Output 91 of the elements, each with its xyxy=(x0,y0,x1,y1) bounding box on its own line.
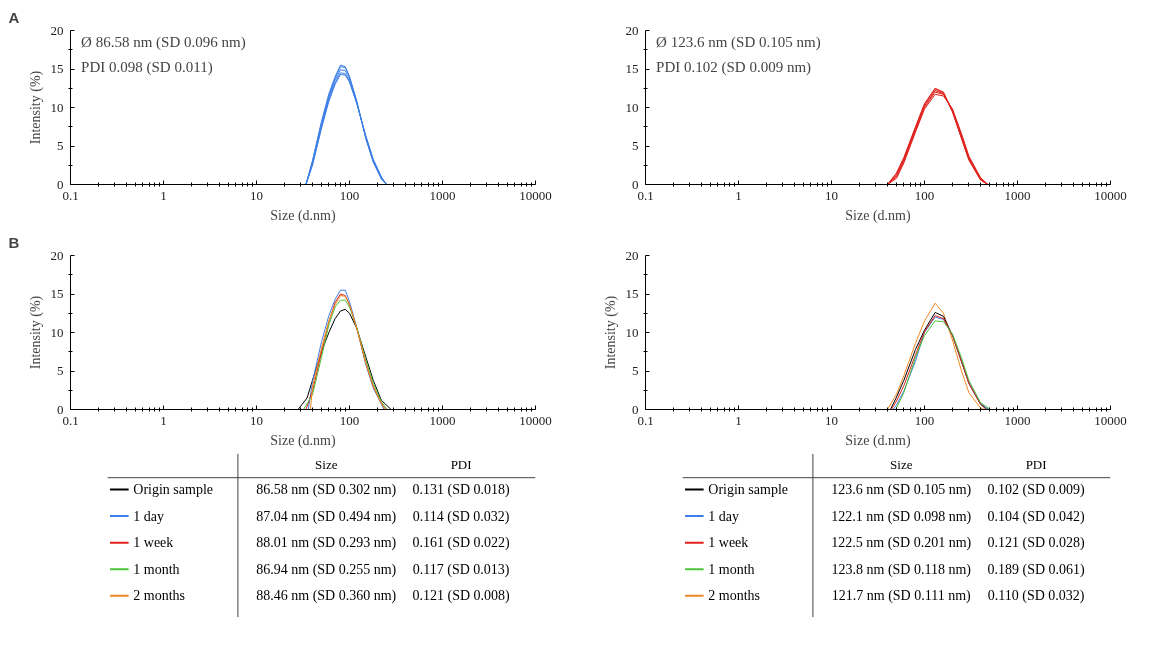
legend-label: Origin sample xyxy=(708,482,788,498)
text: 0.121 (SD 0.008) xyxy=(412,588,511,605)
text: 0.102 (SD 0.009) xyxy=(987,482,1086,499)
text: 123.6 nm (SD 0.105 nm) xyxy=(831,482,972,499)
y-tick-label: 15 xyxy=(50,286,64,301)
text: 0.110 (SD 0.032) xyxy=(987,588,1085,605)
x-tick-label: 1 xyxy=(735,187,742,203)
x-tick-label: 10 xyxy=(250,412,263,428)
legend-label: 1 week xyxy=(133,535,174,551)
text: Size xyxy=(890,456,913,472)
y-tick-label: 5 xyxy=(57,138,64,153)
x-axis-title: Size (d.nm) xyxy=(270,432,336,449)
x-axis-title: Size (d.nm) xyxy=(845,207,911,224)
text: PDI xyxy=(450,456,472,472)
x-tick-label: 10 xyxy=(825,187,838,203)
y-tick-label: 5 xyxy=(632,363,639,378)
y-tick-label: 0 xyxy=(57,401,64,417)
x-tick-label: 10000 xyxy=(1094,187,1127,203)
x-tick-label: 0.1 xyxy=(637,412,654,428)
text: 0.121 (SD 0.028) xyxy=(987,535,1086,552)
x-tick-label: 100 xyxy=(339,412,360,428)
y-tick-label: 10 xyxy=(50,99,64,115)
x-axis-title: Size (d.nm) xyxy=(845,432,911,449)
text: 0.104 (SD 0.042) xyxy=(987,508,1086,525)
x-tick-label: 10000 xyxy=(519,187,552,203)
text: PDI xyxy=(1025,456,1047,472)
legend-label: Origin sample xyxy=(133,482,213,498)
x-axis-title: Size (d.nm) xyxy=(270,207,336,224)
y-tick-label: 0 xyxy=(632,176,639,192)
y-tick-label: 20 xyxy=(50,22,64,38)
y-tick-label: 10 xyxy=(625,99,639,115)
x-tick-label: 1000 xyxy=(429,187,456,203)
legend-label: 2 months xyxy=(133,588,186,604)
x-tick-label: 10000 xyxy=(1094,412,1127,428)
x-tick-label: 1000 xyxy=(429,412,456,428)
chart-title: A xyxy=(8,8,20,26)
text: 122.1 nm (SD 0.098 nm) xyxy=(831,508,972,525)
text: 88.01 nm (SD 0.293 nm) xyxy=(256,535,397,552)
legend-label: 1 week xyxy=(708,535,749,551)
text: 0.131 (SD 0.018) xyxy=(412,482,511,499)
x-tick-label: 100 xyxy=(914,187,935,203)
text: 86.58 nm (SD 0.302 nm) xyxy=(256,482,397,499)
legend-label: 2 months xyxy=(708,588,761,604)
legend-label: 1 month xyxy=(133,561,180,577)
y-tick-label: 10 xyxy=(50,324,64,340)
y-tick-label: 5 xyxy=(632,138,639,153)
annotation: Ø 86.58 nm (SD 0.096 nm) xyxy=(81,34,246,52)
text: 0.114 (SD 0.032) xyxy=(412,508,510,525)
x-tick-label: 1 xyxy=(735,412,742,428)
x-tick-label: 10000 xyxy=(519,412,552,428)
legend-label: 1 day xyxy=(708,508,739,524)
x-tick-label: 1 xyxy=(160,187,167,203)
x-tick-label: 1000 xyxy=(1004,187,1031,203)
y-tick-label: 10 xyxy=(625,324,639,340)
text: 0.161 (SD 0.022) xyxy=(412,535,511,552)
y-tick-label: 15 xyxy=(625,286,639,301)
legend-label: 1 month xyxy=(708,561,755,577)
x-tick-label: 10 xyxy=(825,412,838,428)
text: 88.46 nm (SD 0.360 nm) xyxy=(256,588,397,605)
text: 86.94 nm (SD 0.255 nm) xyxy=(256,561,397,578)
y-tick-label: 15 xyxy=(625,61,639,76)
text: Size xyxy=(315,456,338,472)
x-tick-label: 100 xyxy=(339,187,360,203)
x-tick-label: 100 xyxy=(914,412,935,428)
x-tick-label: 0.1 xyxy=(637,187,654,203)
y-tick-label: 0 xyxy=(632,401,639,417)
annotation: Ø 123.6 nm (SD 0.105 nm) xyxy=(656,34,821,52)
y-tick-label: 0 xyxy=(57,176,64,192)
x-tick-label: 0.1 xyxy=(62,187,79,203)
y-tick-label: 20 xyxy=(50,247,64,263)
text: 0.117 (SD 0.013) xyxy=(412,561,510,578)
x-tick-label: 1 xyxy=(160,412,167,428)
y-tick-label: 5 xyxy=(57,363,64,378)
text: 122.5 nm (SD 0.201 nm) xyxy=(831,535,972,552)
x-tick-label: 1000 xyxy=(1004,412,1031,428)
y-tick-label: 15 xyxy=(50,61,64,76)
text: 121.7 nm (SD 0.111 nm) xyxy=(831,588,972,605)
legend-label: 1 day xyxy=(133,508,164,524)
y-tick-label: 20 xyxy=(625,247,639,263)
y-tick-label: 20 xyxy=(625,22,639,38)
annotation: PDI 0.102 (SD 0.009 nm) xyxy=(656,58,812,76)
text: 87.04 nm (SD 0.494 nm) xyxy=(256,508,397,525)
y-axis-title: Intensity (%) xyxy=(602,295,619,370)
text: 123.8 nm (SD 0.118 nm) xyxy=(831,561,972,578)
x-tick-label: 0.1 xyxy=(62,412,79,428)
y-axis-title: Intensity (%) xyxy=(27,70,44,145)
x-tick-label: 10 xyxy=(250,187,263,203)
y-axis-title: Intensity (%) xyxy=(27,295,44,370)
text: 0.189 (SD 0.061) xyxy=(987,561,1086,578)
chart-title: B xyxy=(8,233,20,251)
annotation: PDI 0.098 (SD 0.011) xyxy=(81,58,213,76)
